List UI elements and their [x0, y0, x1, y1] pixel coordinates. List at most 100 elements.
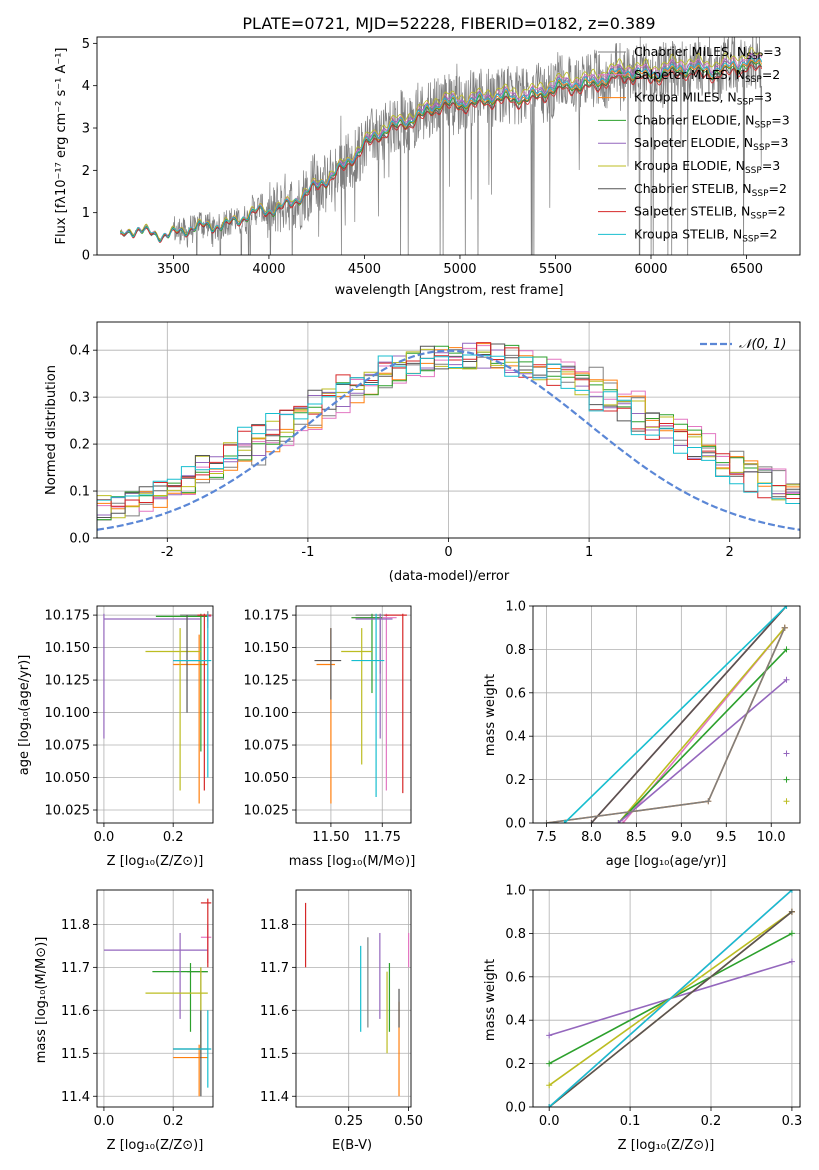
y-tick-label: 10.075: [45, 739, 91, 754]
y-tick-label: 0: [82, 249, 90, 264]
y-tick-label: 0.4: [69, 344, 90, 359]
x-tick-label: 0.0: [94, 830, 115, 845]
legend-entry: 𝒩(0, 1): [739, 337, 786, 352]
weight-marker: [788, 958, 795, 965]
weight-marker: [783, 798, 790, 805]
y-tick-label: 0.0: [505, 817, 526, 832]
cumulative-weight-line: [548, 911, 793, 1107]
y-tick-label: 0.8: [505, 643, 526, 658]
x-tick-label: 9.0: [671, 830, 692, 845]
axes-frame: [295, 889, 412, 1108]
y-tick-label: 11.7: [61, 961, 90, 976]
y-tick-label: 5: [82, 37, 90, 52]
x-axis-label: age [log₁₀(age/yr)]: [606, 854, 727, 869]
legend-text: Kroupa ELODIE, N: [634, 158, 745, 173]
model-line-8: [120, 57, 762, 243]
legend-subscript: SSP: [746, 52, 763, 62]
y-tick-label: 0.3: [69, 391, 90, 406]
weight-marker: [546, 1032, 553, 1039]
x-axis-label: wavelength [Angstrom, rest frame]: [335, 283, 564, 298]
axes-frame: [96, 36, 801, 256]
y-tick-label: 0.4: [505, 730, 526, 745]
x-tick-label: 6500: [730, 262, 763, 277]
y-tick-label: 10.025: [244, 804, 290, 819]
spectrum-panel: 3500 4000 4500 5000 5500 6000 6500 0 1 2 3 4 5 wavele…: [54, 36, 801, 298]
age-vs-Z-panel: 0.0 0.2 10.025 10.050 10.075 10.100 10.125 10.1…: [17, 605, 214, 869]
y-tick-label: 10.125: [45, 674, 91, 689]
y-tick-label: 11.4: [61, 1090, 90, 1105]
x-tick-label: 0.50: [394, 1114, 423, 1129]
weight-marker: [781, 624, 788, 631]
weight-marker: [788, 908, 795, 915]
x-tick-label: 0.2: [163, 830, 184, 845]
legend-subscript: SSP: [754, 120, 771, 130]
legend-text: Chabrier ELODIE, N: [634, 112, 754, 127]
y-tick-label: 11.8: [61, 918, 90, 933]
legend-text: =3: [771, 112, 789, 127]
weight-marker: [546, 1104, 553, 1107]
legend-text: Chabrier STELIB, N: [634, 181, 752, 196]
mass-vs-Z-plot-area: [103, 898, 212, 1097]
y-tick-label: 0.2: [505, 1057, 526, 1072]
weight-marker: [619, 820, 626, 823]
histogram-ss: [97, 342, 800, 538]
massweight-vs-Z-panel: 0.0 0.1 0.2 0.3 0.0 0.2 0.4 0.6 0.8 1.0 Z [log₁₀(Z…: [483, 884, 802, 1154]
age-vs-mass-plot-area: [314, 613, 407, 804]
model-line-5: [120, 47, 762, 240]
x-tick-label: 11.75: [364, 830, 401, 845]
legend-text: =2: [759, 226, 777, 241]
legend-text: Salpeter MILES, N: [634, 67, 745, 82]
x-tick-label: -2: [161, 545, 174, 560]
y-tick-label: 0.4: [505, 1014, 526, 1029]
weight-marker: [783, 646, 790, 653]
residuals-plot-area: [97, 342, 800, 538]
weight-marker: [783, 676, 790, 683]
y-tick-label: 0.2: [69, 438, 90, 453]
y-tick-label: 11.8: [260, 918, 289, 933]
histogram-ce: [97, 344, 800, 538]
y-tick-label: 10.175: [45, 609, 91, 624]
legend-subscript: SSP: [737, 98, 754, 108]
weight-marker: [546, 1060, 553, 1067]
cumulative-weight-line: [548, 890, 793, 1107]
cumulative-weight-line: [617, 679, 788, 823]
legend-entry: Kroupa MILES, NSSP=3: [634, 90, 772, 108]
legend-text: =2: [762, 67, 780, 82]
legend-subscript: SSP: [745, 166, 762, 176]
y-tick-label: 10.075: [244, 739, 290, 754]
x-tick-label: 5000: [443, 262, 476, 277]
x-tick-label: 0: [444, 545, 452, 560]
y-axis-label: mass weight: [483, 959, 498, 1041]
y-tick-label: 10.050: [244, 771, 290, 786]
x-tick-label: 0.0: [94, 1114, 115, 1129]
y-tick-label: 1.0: [505, 600, 526, 615]
y-axis-label: mass weight: [483, 674, 498, 756]
age-vs-Z-plot-area: [103, 611, 212, 804]
weight-marker: [788, 890, 795, 893]
residuals-panel: -2 -1 0 1 2 0.0 0.1 0.2 0.3 0.4 𝒩(0, 1) (data-model…: [44, 321, 801, 584]
axes-frame: [532, 889, 801, 1108]
y-tick-label: 10.150: [244, 641, 290, 656]
y-tick-label: 0.6: [505, 970, 526, 985]
x-tick-label: 9.5: [716, 830, 737, 845]
legend-entry: Chabrier STELIB, NSSP=2: [634, 181, 787, 199]
model-line-7: [120, 64, 762, 243]
y-axis-label: Normed distribution: [44, 365, 59, 495]
histogram-ks: [97, 354, 800, 538]
y-tick-label: 11.4: [260, 1090, 289, 1105]
x-axis-label: mass [log₁₀(M/M⊙)]: [289, 854, 416, 869]
cumulative-weight-line: [563, 606, 788, 823]
y-tick-label: 1: [82, 206, 90, 221]
legend-subscript: SSP: [745, 75, 762, 85]
legend-entry: Kroupa ELODIE, NSSP=3: [634, 158, 780, 176]
legend-subscript: SSP: [753, 143, 770, 153]
y-tick-label: 11.6: [260, 1004, 289, 1019]
y-tick-label: 11.5: [260, 1047, 289, 1062]
legend-entry: Salpeter ELODIE, NSSP=3: [634, 135, 788, 153]
weight-marker: [783, 606, 790, 609]
mass-vs-ebv-plot-area: [304, 902, 410, 1097]
x-tick-label: 1: [585, 545, 593, 560]
legend-entry: Kroupa STELIB, NSSP=2: [634, 226, 778, 244]
y-tick-label: 0.2: [505, 773, 526, 788]
